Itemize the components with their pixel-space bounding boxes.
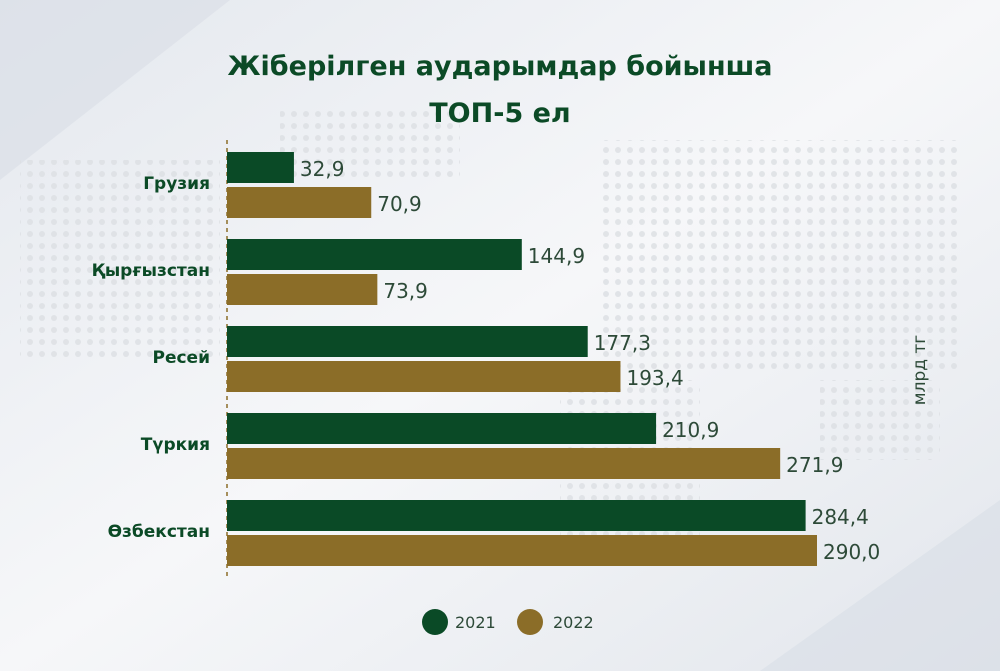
unit-label: млрд тг: [910, 335, 930, 406]
bar-2022: [227, 361, 621, 392]
bar-2022: [227, 535, 817, 566]
data-label-2022: 70,9: [377, 192, 422, 216]
bar-2021: [227, 413, 657, 444]
data-label-2021: 177,3: [594, 331, 651, 355]
legend-label-2021: 2021: [455, 613, 496, 632]
bar-2022: [227, 274, 378, 305]
data-label-2022: 290,0: [823, 540, 880, 564]
category-label: Ресей: [152, 348, 210, 368]
data-label-2022: 271,9: [786, 453, 843, 477]
corner-decoration: [760, 500, 1000, 671]
data-label-2022: 73,9: [383, 279, 428, 303]
legend-label-2022: 2022: [553, 613, 594, 632]
bar-2021: [227, 500, 806, 531]
legend-swatch-2022: [517, 609, 543, 635]
category-label: Қырғызстан: [92, 261, 210, 281]
category-label: Грузия: [143, 174, 210, 194]
data-label-2021: 284,4: [812, 505, 869, 529]
chart-title-line-1: Жіберілген аударымдар бойынша: [228, 51, 773, 82]
chart-title-line-2: ТОП-5 ел: [429, 98, 570, 129]
data-label-2021: 210,9: [662, 418, 719, 442]
data-label-2021: 144,9: [528, 244, 585, 268]
legend: 2021 2022: [422, 609, 594, 635]
bars: Грузия 32,9 70,9 Қырғызстан 144,9 73,9 Ресей 17…: [92, 152, 880, 566]
bar-2021: [227, 239, 522, 270]
bar-2022: [227, 448, 781, 479]
bar-2021: [227, 326, 588, 357]
bar-2022: [227, 187, 372, 218]
bar-2021: [227, 152, 294, 183]
data-label-2022: 193,4: [626, 366, 683, 390]
corner-decoration: [0, 0, 230, 180]
data-label-2021: 32,9: [300, 157, 345, 181]
category-label: Өзбекстан: [108, 522, 210, 542]
legend-swatch-2021: [422, 609, 448, 635]
category-label: Түркия: [141, 435, 210, 455]
